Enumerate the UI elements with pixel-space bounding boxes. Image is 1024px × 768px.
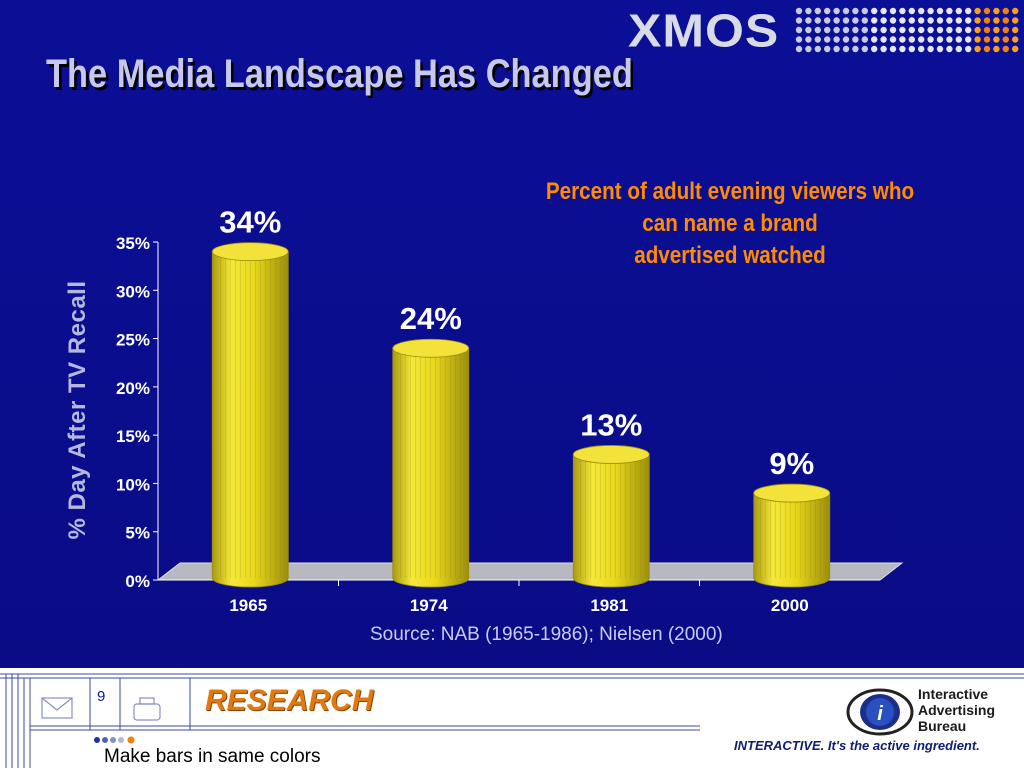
x-tick-label: 1974	[410, 596, 448, 615]
iab-logo-icon: i	[846, 688, 914, 736]
page-number: 9	[97, 688, 106, 705]
org-line-1: Interactive	[918, 686, 989, 702]
bar-texture	[577, 454, 646, 578]
x-tick-label: 1981	[590, 596, 628, 615]
section-label: RESEARCH	[205, 684, 374, 717]
y-tick-label: 0%	[125, 572, 150, 591]
x-tick-label: 2000	[771, 596, 809, 615]
footer-dots	[94, 736, 135, 744]
svg-text:i: i	[877, 703, 883, 725]
slide-background	[0, 0, 1024, 668]
bar-texture	[396, 348, 465, 578]
bar-texture	[216, 251, 285, 578]
y-tick-label: 10%	[116, 475, 150, 494]
bar-top	[753, 483, 831, 503]
chart-title-line-2: can name a brand	[642, 210, 818, 237]
bar-1981	[572, 445, 650, 588]
chart-title-line-3: advertised watched	[634, 242, 826, 269]
page-title: The Media Landscape Has Changed	[46, 52, 633, 96]
footer-bar	[0, 668, 1024, 768]
tagline-brand: INTERACTIVE.	[734, 738, 825, 753]
bar-top	[572, 445, 650, 464]
org-line-2: Advertising	[918, 702, 996, 718]
bar-texture	[757, 493, 826, 578]
data-label: 9%	[769, 446, 814, 481]
chart-title: Percent of adult evening viewers who can…	[532, 176, 928, 272]
bar-2000	[753, 483, 831, 588]
org-line-3: Bureau	[918, 718, 967, 734]
bar-top	[211, 242, 289, 262]
x-tick-label: 1965	[229, 596, 267, 615]
y-tick-label: 35%	[116, 234, 150, 253]
y-tick-label: 25%	[116, 331, 150, 350]
y-tick-label: 15%	[116, 427, 150, 446]
mail-icon	[41, 697, 73, 719]
source-note: Source: NAB (1965-1986); Nielsen (2000)	[370, 624, 723, 645]
logo-dot-grid	[795, 7, 1019, 53]
bar-1974	[392, 338, 470, 588]
phone-icon	[133, 697, 161, 721]
iab-org-name: Interactive Advertising Bureau	[918, 686, 995, 734]
tagline: INTERACTIVE. It's the active ingredient.	[734, 738, 980, 753]
speaker-note: Make bars in same colors	[104, 746, 321, 767]
chart-title-line-1: Percent of adult evening viewers who	[545, 178, 915, 205]
y-tick-label: 30%	[116, 282, 150, 301]
bar-top	[392, 338, 470, 358]
data-label: 34%	[219, 205, 281, 240]
data-label: 24%	[400, 301, 462, 336]
footer-decoration	[0, 673, 1024, 768]
xmos-logo: XMOS	[628, 5, 780, 57]
bar-1965	[211, 242, 289, 588]
y-tick-label: 20%	[116, 379, 150, 398]
y-tick-label: 5%	[125, 524, 150, 543]
data-label: 13%	[580, 407, 642, 442]
bar-chart: 0% 5% 10% 15% 20% 25% 30% 35% 1965 1974 1981 2000 3…	[116, 205, 904, 615]
tagline-rest: It's the active ingredient.	[824, 738, 980, 753]
